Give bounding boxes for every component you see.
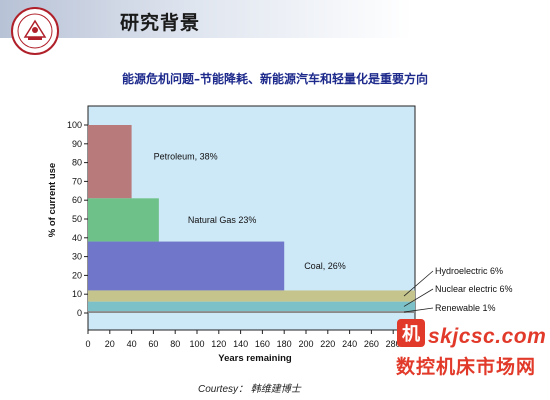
courtesy-note: Courtesy： 韩维建博士 — [198, 384, 301, 395]
y-tick-label: 20 — [72, 270, 82, 280]
y-tick-label: 100 — [67, 120, 82, 130]
leader-line — [403, 270, 434, 297]
x-tick-label: 180 — [277, 339, 292, 349]
y-tick-label: 90 — [72, 139, 82, 149]
y-tick-label: 30 — [72, 252, 82, 262]
watermark-logo-icon: 机 — [396, 318, 426, 348]
x-tick-label: 160 — [255, 339, 270, 349]
header-band — [0, 0, 550, 38]
x-tick-label: 120 — [211, 339, 226, 349]
leader-line — [403, 288, 434, 307]
bar-natural-gas — [88, 198, 159, 242]
y-tick-label: 40 — [72, 233, 82, 243]
x-tick-label: 240 — [342, 339, 357, 349]
y-tick-label: 80 — [72, 158, 82, 168]
y-tick-label: 50 — [72, 214, 82, 224]
x-tick-label: 100 — [189, 339, 204, 349]
y-tick-label: 10 — [72, 289, 82, 299]
y-tick-label: 70 — [72, 176, 82, 186]
bar-nuclear-electric — [88, 301, 415, 312]
page-title: 研究背景 — [120, 12, 201, 34]
x-tick-label: 260 — [364, 339, 379, 349]
y-tick-label: 0 — [77, 308, 82, 318]
bar-hydroelectric — [88, 290, 415, 302]
watermark-domain: skjcsc.com — [428, 325, 547, 348]
watermark-text: 数控机床市场网 — [396, 356, 537, 378]
bar-label-hydroelectric: Hydroelectric 6% — [435, 266, 503, 276]
bar-label-nuclear-electric: Nuclear electric 6% — [435, 284, 513, 294]
x-tick-label: 20 — [105, 339, 115, 349]
bar-renewable — [88, 311, 415, 313]
x-axis-title: Years remaining — [218, 353, 292, 364]
bar-coal — [88, 241, 285, 291]
x-tick-label: 280 — [386, 339, 401, 349]
x-tick-label: 60 — [148, 339, 158, 349]
bar-petroleum — [88, 125, 132, 199]
y-axis-title: % of current use — [47, 163, 58, 237]
x-tick-label: 80 — [170, 339, 180, 349]
leader-line — [403, 307, 434, 313]
university-seal-icon — [11, 7, 59, 55]
watermark-logo-char: 机 — [402, 324, 420, 345]
y-tick-label: 60 — [72, 195, 82, 205]
bar-label-petroleum: Petroleum, 38% — [154, 152, 218, 162]
x-tick-label: 200 — [298, 339, 313, 349]
bar-label-coal: Coal, 26% — [304, 261, 346, 271]
x-tick-label: 40 — [127, 339, 137, 349]
x-tick-label: 140 — [233, 339, 248, 349]
bar-label-natural-gas: Natural Gas 23% — [188, 215, 257, 225]
x-tick-label: 220 — [320, 339, 335, 349]
bar-label-renewable: Renewable 1% — [435, 303, 496, 313]
slide-subtitle: 能源危机问题–节能降耗、新能源汽车和轻量化是重要方向 — [121, 72, 428, 86]
x-tick-label: 0 — [85, 339, 90, 349]
